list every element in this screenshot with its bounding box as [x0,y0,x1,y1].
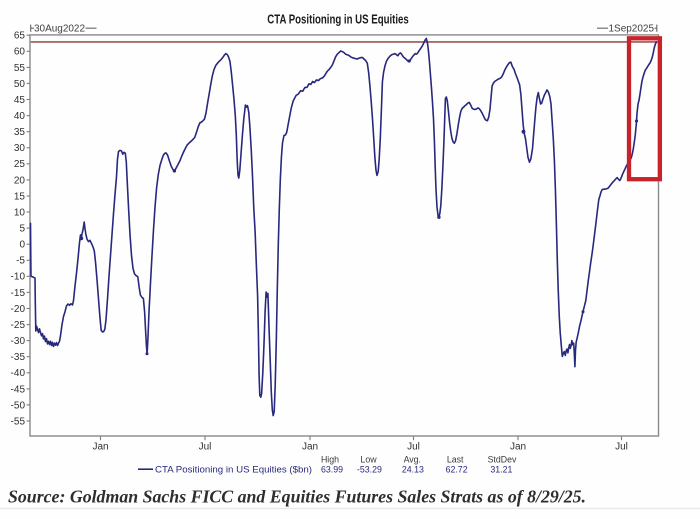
svg-text:-35: -35 [11,352,26,363]
svg-text:10: 10 [14,207,26,218]
svg-text:25: 25 [14,159,26,170]
svg-text:40: 40 [14,111,26,122]
svg-text:24.13: 24.13 [402,464,424,474]
svg-text:50: 50 [14,79,26,90]
svg-text:Jan: Jan [302,442,318,453]
svg-text:-5: -5 [16,256,25,267]
svg-text:Jul: Jul [199,442,212,453]
svg-text:CTA Positioning in US Equities: CTA Positioning in US Equities [267,13,409,27]
svg-text:45: 45 [14,95,26,106]
svg-text:-53.29: -53.29 [357,464,382,474]
svg-text:-55: -55 [11,416,26,427]
svg-text:0: 0 [19,240,25,251]
svg-text:30: 30 [14,143,26,154]
svg-text:Source: Goldman Sachs FICC and: Source: Goldman Sachs FICC and Equities … [8,487,586,507]
svg-text:-40: -40 [11,368,26,379]
svg-text:65: 65 [14,31,26,42]
svg-text:-20: -20 [11,304,26,315]
svg-text:-25: -25 [11,320,26,331]
svg-text:Avg.: Avg. [404,455,421,465]
svg-text:5: 5 [19,224,25,235]
svg-text:Jan: Jan [92,442,108,453]
svg-text:-30: -30 [11,336,26,347]
svg-text:1Sep2025: 1Sep2025 [609,23,655,34]
svg-text:63.99: 63.99 [321,464,343,474]
svg-text:31.21: 31.21 [490,464,512,474]
svg-text:Jan: Jan [510,442,526,453]
svg-text:High: High [321,455,339,465]
svg-text:35: 35 [14,127,26,138]
svg-text:-50: -50 [11,400,26,411]
svg-text:55: 55 [14,63,26,74]
svg-text:20: 20 [14,175,26,186]
svg-text:15: 15 [14,191,26,202]
svg-text:-10: -10 [11,272,26,283]
svg-text:CTA Positioning in US Equities: CTA Positioning in US Equities ($bn) [155,464,312,474]
svg-text:60: 60 [14,47,26,58]
svg-text:StdDev: StdDev [488,455,517,465]
svg-text:Jul: Jul [615,442,628,453]
svg-text:-15: -15 [11,288,26,299]
svg-text:Last: Last [447,455,464,465]
svg-text:Low: Low [360,455,377,465]
svg-text:62.72: 62.72 [446,464,468,474]
svg-text:Jul: Jul [407,442,420,453]
svg-text:30Aug2022: 30Aug2022 [34,23,85,34]
svg-text:-45: -45 [11,384,26,395]
